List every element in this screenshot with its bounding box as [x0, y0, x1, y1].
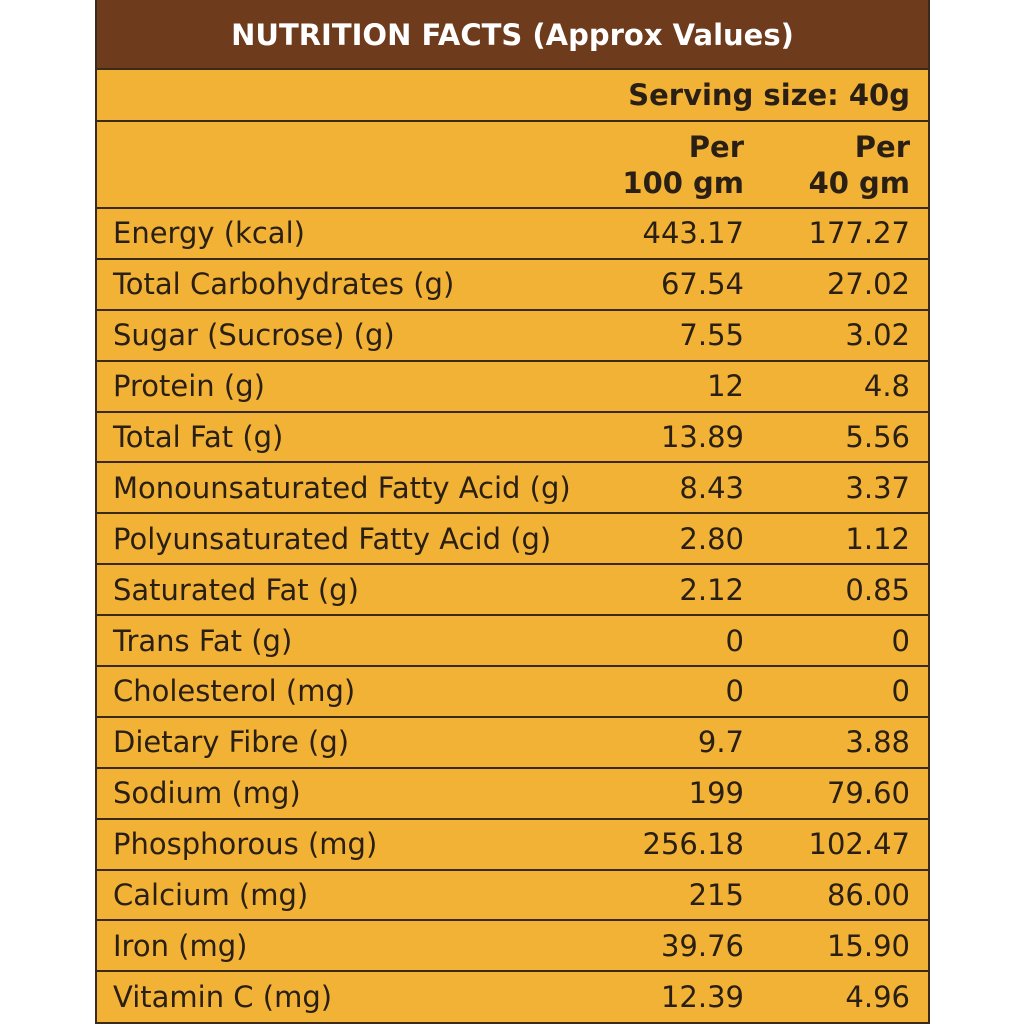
- table-row: Sodium (mg) 199 79.60: [97, 766, 928, 818]
- nutrient-value: 4.96: [845, 979, 910, 1014]
- nutrient-value: 5.56: [845, 420, 910, 454]
- nutrient-label: Trans Fat (g): [113, 623, 293, 658]
- nutrient-value: 3.88: [845, 725, 910, 760]
- table-row: Trans Fat (g) 0 0: [97, 614, 928, 665]
- table-row: Energy (kcal) 443.17 177.27: [97, 207, 928, 258]
- table-body: Energy (kcal) 443.17 177.27 Total Carbohydr…: [97, 207, 928, 1021]
- nutrient-value: 3.02: [845, 318, 910, 353]
- nutrient-value: 86.00: [826, 878, 910, 913]
- serving-size: Serving size: 40g: [97, 68, 928, 120]
- nutrient-label: Vitamin C (mg): [113, 979, 333, 1014]
- nutrient-value: 12.39: [660, 979, 744, 1014]
- column-header: Per 40 gm: [752, 129, 928, 201]
- table-row: Total Carbohydrates (g) 67.54 27.02: [97, 257, 928, 309]
- column-header: Per 100 gm: [612, 129, 752, 201]
- nutrient-value: 15.90: [826, 928, 910, 963]
- nutrient-value: 8.43: [679, 470, 744, 505]
- nutrient-label: Energy (kcal): [113, 216, 305, 251]
- nutrient-value: 79.60: [826, 776, 910, 811]
- nutrient-value: 7.55: [679, 318, 744, 353]
- column-header-line: Per: [688, 129, 744, 164]
- nutrient-label: Monounsaturated Fatty Acid (g): [113, 470, 571, 505]
- nutrient-value: 0: [891, 623, 910, 658]
- nutrient-value: 4.8: [863, 369, 910, 404]
- nutrient-value: 1.12: [845, 521, 910, 556]
- table-row: Vitamin C (mg) 12.39 4.96: [97, 970, 928, 1021]
- nutrient-label: Sugar (Sucrose) (g): [113, 318, 395, 353]
- nutrient-value: 443.17: [642, 216, 744, 251]
- nutrient-value: 9.7: [697, 725, 744, 760]
- nutrient-label: Saturated Fat (g): [113, 572, 359, 607]
- nutrient-label: Calcium (mg): [113, 878, 309, 913]
- table-row: Protein (g) 12 4.8: [97, 359, 928, 411]
- column-header-line: Per: [854, 129, 910, 164]
- nutrient-value: 256.18: [642, 827, 744, 862]
- table-row: Phosphorous (mg) 256.18 102.47: [97, 817, 928, 869]
- table-row: Iron (mg) 39.76 15.90: [97, 919, 928, 970]
- nutrient-value: 2.12: [679, 572, 744, 607]
- nutrient-label: Polyunsaturated Fatty Acid (g): [113, 521, 552, 556]
- table-row: Dietary Fibre (g) 9.7 3.88: [97, 715, 928, 767]
- nutrient-value: 12: [707, 369, 744, 404]
- nutrient-value: 0: [891, 674, 910, 709]
- nutrient-label: Total Carbohydrates (g): [113, 267, 455, 302]
- nutrient-value: 27.02: [826, 267, 910, 302]
- column-header-line: 100 gm: [622, 165, 744, 200]
- nutrient-value: 0: [725, 623, 744, 658]
- table-row: Saturated Fat (g) 2.12 0.85: [97, 563, 928, 614]
- nutrient-label: Total Fat (g): [113, 420, 284, 454]
- column-header-row: Per 100 gm Per 40 gm: [97, 120, 928, 207]
- nutrient-label: Cholesterol (mg): [113, 674, 356, 709]
- nutrient-value: 13.89: [660, 420, 744, 454]
- nutrient-value: 3.37: [845, 470, 910, 505]
- table-row: Cholesterol (mg) 0 0: [97, 665, 928, 716]
- column-header-line: 40 gm: [808, 165, 910, 200]
- nutrient-value: 215: [688, 878, 744, 913]
- nutrient-value: 102.47: [808, 827, 910, 862]
- nutrient-value: 0: [725, 674, 744, 709]
- table-row: Calcium (mg) 215 86.00: [97, 868, 928, 920]
- nutrient-value: 67.54: [660, 267, 744, 302]
- nutrient-value: 0.85: [845, 572, 910, 607]
- table-row: Total Fat (g) 13.89 5.56: [97, 410, 928, 462]
- nutrient-label: Dietary Fibre (g): [113, 725, 350, 760]
- table-row: Monounsaturated Fatty Acid (g) 8.43 3.37: [97, 461, 928, 512]
- nutrient-value: 39.76: [660, 928, 744, 963]
- table-row: Polyunsaturated Fatty Acid (g) 2.80 1.12: [97, 512, 928, 563]
- table-title: NUTRITION FACTS (Approx Values): [97, 0, 928, 68]
- nutrient-label: Sodium (mg): [113, 776, 301, 811]
- nutrient-value: 177.27: [808, 216, 910, 251]
- nutrient-label: Iron (mg): [113, 928, 248, 963]
- nutrient-value: 2.80: [679, 521, 744, 556]
- nutrient-value: 199: [688, 776, 744, 811]
- nutrient-label: Protein (g): [113, 369, 265, 404]
- nutrition-table: NUTRITION FACTS (Approx Values) Serving …: [95, 0, 930, 1024]
- table-row: Sugar (Sucrose) (g) 7.55 3.02: [97, 308, 928, 360]
- nutrient-label: Phosphorous (mg): [113, 827, 378, 862]
